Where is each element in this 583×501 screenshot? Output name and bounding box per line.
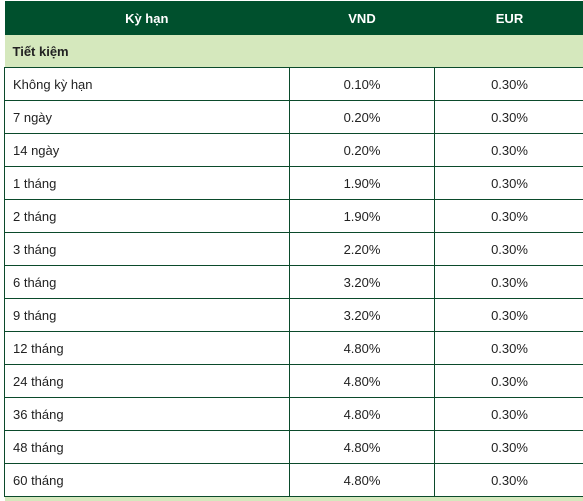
vnd-rate-cell: 1.90% xyxy=(290,200,435,233)
term-cell: 36 tháng xyxy=(5,398,290,431)
term-cell: 12 tháng xyxy=(5,332,290,365)
vnd-rate-cell: 4.80% xyxy=(290,365,435,398)
term-cell: 9 tháng xyxy=(5,299,290,332)
vnd-rate-cell: 4.80% xyxy=(290,464,435,497)
header-term: Kỳ hạn xyxy=(5,1,290,35)
eur-rate-cell: 0.30% xyxy=(435,134,583,167)
section-row: Tiết kiệm xyxy=(5,35,583,68)
term-cell: 60 tháng xyxy=(5,464,290,497)
eur-rate-cell: 0.30% xyxy=(435,167,583,200)
eur-rate-cell: 0.30% xyxy=(435,233,583,266)
vnd-rate-cell: 2.20% xyxy=(290,233,435,266)
term-cell: 14 ngày xyxy=(5,134,290,167)
eur-rate-cell: 0.30% xyxy=(435,68,583,101)
header-vnd: VND xyxy=(290,1,435,35)
eur-rate-cell: 0.30% xyxy=(435,200,583,233)
term-cell: 48 tháng xyxy=(5,431,290,464)
table-footer-strip xyxy=(5,497,583,501)
vnd-rate-cell: 0.20% xyxy=(290,101,435,134)
section-title: Tiết kiệm xyxy=(5,35,583,68)
eur-rate-cell: 0.30% xyxy=(435,299,583,332)
term-cell: 6 tháng xyxy=(5,266,290,299)
term-cell: Không kỳ hạn xyxy=(5,68,290,101)
eur-rate-cell: 0.30% xyxy=(435,431,583,464)
header-row: Kỳ hạn VND EUR xyxy=(5,1,583,35)
table-header: Kỳ hạn VND EUR xyxy=(5,1,583,35)
vnd-rate-cell: 0.20% xyxy=(290,134,435,167)
eur-rate-cell: 0.30% xyxy=(435,101,583,134)
eur-rate-cell: 0.30% xyxy=(435,365,583,398)
eur-rate-cell: 0.30% xyxy=(435,464,583,497)
footer-strip-cell xyxy=(5,497,583,501)
vnd-rate-cell: 4.80% xyxy=(290,431,435,464)
vnd-rate-cell: 4.80% xyxy=(290,332,435,365)
vnd-rate-cell: 0.10% xyxy=(290,68,435,101)
eur-rate-cell: 0.30% xyxy=(435,398,583,431)
term-cell: 3 tháng xyxy=(5,233,290,266)
term-cell: 7 ngày xyxy=(5,101,290,134)
vnd-rate-cell: 3.20% xyxy=(290,266,435,299)
vnd-rate-cell: 4.80% xyxy=(290,398,435,431)
vnd-rate-cell: 3.20% xyxy=(290,299,435,332)
term-cell: 1 tháng xyxy=(5,167,290,200)
term-cell: 24 tháng xyxy=(5,365,290,398)
term-cell: 2 tháng xyxy=(5,200,290,233)
header-eur: EUR xyxy=(435,1,583,35)
eur-rate-cell: 0.30% xyxy=(435,332,583,365)
vnd-rate-cell: 1.90% xyxy=(290,167,435,200)
eur-rate-cell: 0.30% xyxy=(435,266,583,299)
